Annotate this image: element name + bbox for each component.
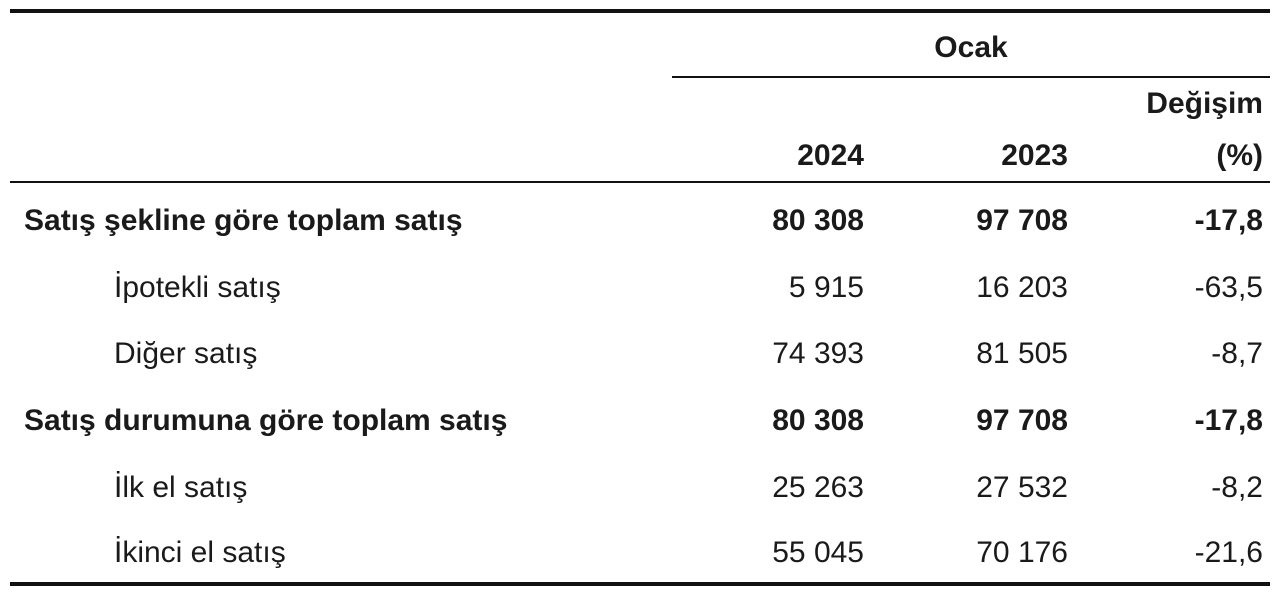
cell-2024: 25 263 [772,471,864,504]
group-header-rule [672,76,1270,78]
row-label: İlk el satış [114,471,248,504]
cell-2024: 74 393 [772,337,864,370]
cell-change: -8,2 [1211,471,1263,504]
column-header-2023: 2023 [1001,139,1068,172]
cell-2023: 81 505 [976,337,1068,370]
column-header-change-unit: (%) [1216,139,1263,172]
cell-change: -21,6 [1194,536,1263,569]
bottom-rule [10,582,1270,586]
cell-2023: 97 708 [976,404,1068,437]
row-label: Satış şekline göre toplam satış [24,204,463,237]
cell-2024: 55 045 [772,536,864,569]
cell-change: -17,8 [1194,204,1263,237]
cell-2024: 80 308 [772,204,864,237]
column-header-2024: 2024 [797,139,864,172]
header-rule [10,181,1270,183]
row-label: Diğer satış [114,337,258,370]
row-label: Satış durumuna göre toplam satış [24,404,508,437]
row-label: İpotekli satış [114,271,281,304]
column-header-change-label: Değişim [1146,87,1263,120]
row-label: İkinci el satış [114,536,286,569]
cell-change: -17,8 [1194,404,1263,437]
cell-change: -63,5 [1194,271,1263,304]
cell-2023: 16 203 [976,271,1068,304]
cell-2023: 97 708 [976,204,1068,237]
cell-change: -8,7 [1211,337,1263,370]
cell-2023: 27 532 [976,471,1068,504]
cell-2024: 80 308 [772,404,864,437]
group-header-month: Ocak [934,31,1008,64]
cell-2024: 5 915 [788,271,864,304]
cell-2023: 70 176 [976,536,1068,569]
top-rule [10,9,1270,13]
